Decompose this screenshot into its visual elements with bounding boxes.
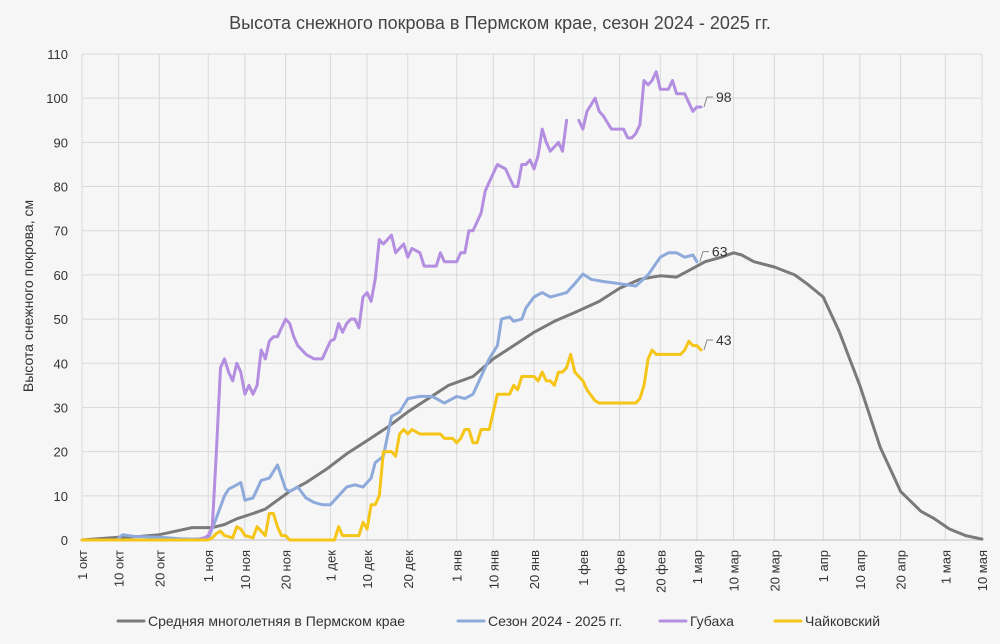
x-tick-label: 10 ноя bbox=[238, 550, 253, 590]
x-tick-label: 1 мар bbox=[690, 550, 705, 584]
x-tick-label: 10 дек bbox=[360, 550, 375, 589]
end-label-leader bbox=[699, 251, 709, 262]
legend-label: Сезон 2024 - 2025 гг. bbox=[488, 613, 622, 629]
x-tick-label: 1 дек bbox=[323, 550, 338, 582]
y-tick-labels: 0 10 20 30 40 50 60 70 80 90 100 110 bbox=[46, 47, 68, 548]
series-lines bbox=[80, 70, 984, 542]
x-tick-label: 10 фев bbox=[613, 550, 628, 593]
x-tick-label: 10 мар bbox=[727, 550, 742, 591]
y-tick-label: 30 bbox=[54, 400, 68, 415]
end-label-leader bbox=[703, 96, 714, 108]
chart-title: Высота снежного покрова в Пермском крае,… bbox=[229, 13, 771, 33]
legend: Средняя многолетняя в Пермском крае Сезон… bbox=[116, 613, 880, 629]
x-tick-label: 1 фев bbox=[576, 550, 591, 586]
series-line bbox=[80, 339, 703, 542]
y-tick-label: 20 bbox=[54, 445, 68, 460]
y-tick-label: 110 bbox=[47, 47, 68, 62]
x-tick-label: 1 ноя bbox=[201, 550, 216, 582]
x-tick-label: 1 окт bbox=[75, 550, 90, 580]
x-tick-label: 20 мар bbox=[767, 550, 782, 591]
x-tick-label: 20 апр bbox=[894, 550, 909, 590]
x-tick-label: 20 фев bbox=[653, 550, 668, 593]
x-tick-label: 1 мая bbox=[938, 550, 953, 584]
end-label: 43 bbox=[716, 332, 732, 348]
y-tick-label: 80 bbox=[54, 180, 68, 195]
y-tick-label: 0 bbox=[61, 533, 68, 548]
y-tick-label: 100 bbox=[46, 91, 68, 106]
end-label: 98 bbox=[716, 89, 732, 105]
x-tick-label: 20 ноя bbox=[279, 550, 294, 590]
y-tick-label: 60 bbox=[54, 268, 68, 283]
y-tick-label: 10 bbox=[54, 489, 68, 504]
y-tick-label: 90 bbox=[54, 135, 68, 150]
x-tick-labels: 1 окт 10 окт 20 окт 1 ноя 10 ноя 20 ноя 1 дек 1… bbox=[75, 550, 990, 593]
grid bbox=[81, 53, 983, 541]
x-tick-label: 10 апр bbox=[853, 550, 868, 590]
series-line bbox=[198, 70, 703, 541]
end-label-leader bbox=[703, 339, 714, 351]
legend-label: Губаха bbox=[690, 613, 734, 629]
y-tick-label: 50 bbox=[54, 312, 68, 327]
x-tick-label: 20 янв bbox=[527, 550, 542, 589]
x-tick-label: 1 янв bbox=[450, 550, 465, 582]
x-tick-label: 20 окт bbox=[152, 550, 167, 587]
x-tick-label: 10 мая bbox=[975, 550, 990, 591]
x-tick-label: 20 дек bbox=[401, 550, 416, 589]
series-line bbox=[80, 251, 984, 542]
y-axis-label: Высота снежного покрова, см bbox=[20, 200, 36, 392]
y-tick-label: 40 bbox=[54, 356, 68, 371]
y-tick-label: 70 bbox=[54, 224, 68, 239]
x-tick-label: 1 апр bbox=[816, 550, 831, 582]
x-tick-label: 10 янв bbox=[486, 550, 501, 589]
legend-label: Чайковский bbox=[805, 613, 880, 629]
legend-label: Средняя многолетняя в Пермском крае bbox=[148, 613, 405, 629]
x-tick-label: 10 окт bbox=[112, 550, 127, 587]
series-line bbox=[117, 251, 699, 541]
end-label: 63 bbox=[712, 244, 728, 260]
end-labels: 63 98 43 bbox=[699, 89, 732, 351]
